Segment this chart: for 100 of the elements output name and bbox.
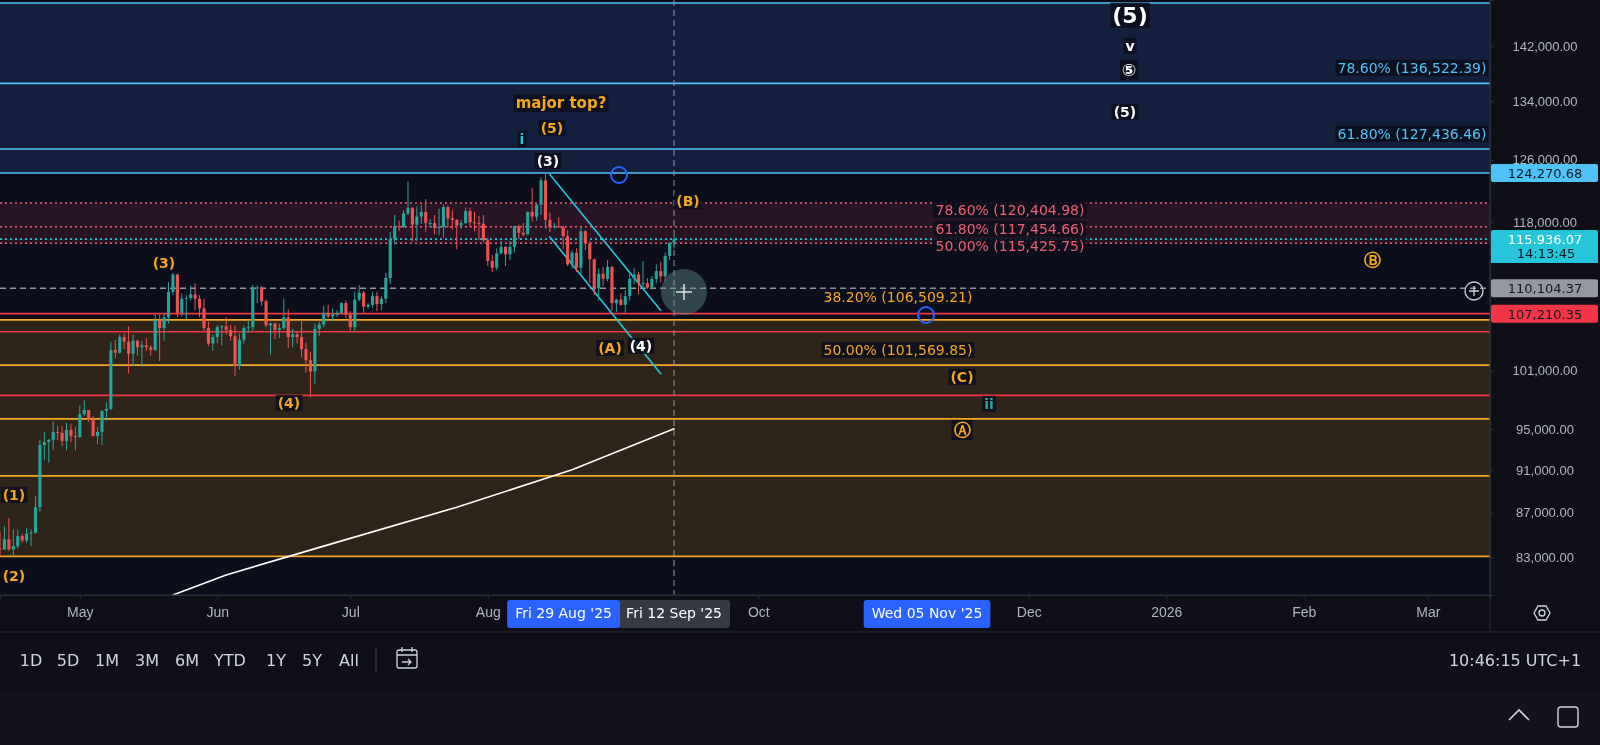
annotation: 61.80% (127,436.46) bbox=[1337, 125, 1487, 142]
annotation: (5) bbox=[1113, 103, 1137, 120]
candlestick bbox=[508, 240, 512, 261]
candlestick bbox=[601, 266, 605, 287]
candlestick bbox=[322, 305, 326, 328]
annotation: 78.60% (136,522.39) bbox=[1337, 59, 1487, 76]
candlestick bbox=[397, 220, 401, 232]
candlestick bbox=[118, 333, 122, 355]
candlestick bbox=[184, 294, 188, 320]
candlestick bbox=[131, 333, 135, 367]
candlestick bbox=[206, 321, 210, 347]
annotation: i bbox=[519, 130, 525, 147]
candlestick bbox=[273, 322, 277, 340]
y-tick-label: 101,000.00 bbox=[1512, 363, 1578, 379]
annotation: ⑤ bbox=[1121, 59, 1137, 80]
candlestick bbox=[605, 259, 610, 282]
candlestick bbox=[69, 423, 73, 443]
candlestick bbox=[73, 426, 77, 451]
annotation: 38.20% (106,509.21) bbox=[823, 288, 973, 305]
candlestick bbox=[308, 351, 312, 398]
candlestick bbox=[446, 204, 450, 229]
ref-line-label: 110,104.37 bbox=[1507, 281, 1583, 297]
candlestick bbox=[64, 422, 69, 451]
x-tick-label: Feb bbox=[1292, 604, 1317, 621]
candlestick bbox=[211, 333, 215, 352]
ref-line-label: 115,936.07 bbox=[1507, 232, 1583, 248]
candlestick bbox=[659, 261, 663, 283]
annotation: (2) bbox=[2, 567, 26, 584]
annotation: (C) bbox=[950, 368, 974, 385]
y-tick-label: 118,000.00 bbox=[1512, 214, 1578, 230]
text: 1M bbox=[95, 651, 119, 670]
candlestick bbox=[180, 293, 184, 317]
text: 10:46:15 UTC+1 bbox=[1448, 651, 1582, 670]
text: YTD bbox=[213, 651, 246, 670]
candlestick bbox=[530, 187, 534, 222]
ref-line-label: 107,210.35 bbox=[1507, 306, 1583, 322]
candlestick bbox=[512, 225, 516, 254]
ref-line-label: Fri 12 Sep '25 bbox=[626, 605, 722, 621]
text: 14:13:45 bbox=[1516, 246, 1576, 261]
annotation: Ⓐ bbox=[953, 419, 971, 440]
candlestick bbox=[623, 289, 627, 314]
x-tick-label: Aug bbox=[475, 604, 501, 621]
candlestick bbox=[450, 209, 454, 231]
annotation: (4) bbox=[277, 394, 301, 411]
text: Fri 29 Aug '25 bbox=[515, 605, 612, 621]
candlestick bbox=[104, 401, 108, 422]
candlestick bbox=[557, 216, 561, 229]
annotation: 50.00% (101,569.85) bbox=[823, 341, 973, 358]
candlestick bbox=[11, 528, 15, 557]
candlestick bbox=[158, 314, 162, 362]
annotation: (1) bbox=[2, 486, 26, 503]
text: 5D bbox=[56, 651, 80, 670]
candlestick bbox=[428, 218, 432, 229]
candlestick bbox=[264, 299, 268, 328]
candlestick bbox=[424, 198, 428, 233]
candlestick bbox=[477, 215, 481, 241]
candlestick bbox=[574, 247, 579, 273]
candlestick bbox=[78, 404, 82, 439]
candlestick bbox=[29, 528, 33, 547]
candlestick bbox=[481, 214, 485, 244]
candlestick bbox=[441, 204, 445, 239]
candlestick bbox=[468, 207, 472, 228]
candlestick bbox=[100, 409, 104, 446]
x-tick-label: Dec bbox=[1016, 604, 1042, 621]
candlestick bbox=[304, 342, 308, 373]
text: 5Y bbox=[302, 651, 323, 670]
candlestick bbox=[335, 309, 339, 318]
candlestick bbox=[286, 308, 290, 349]
candlestick bbox=[503, 245, 508, 267]
annotation: ii bbox=[984, 395, 994, 412]
candlestick bbox=[437, 208, 441, 236]
candlestick bbox=[663, 252, 667, 282]
candlestick bbox=[348, 310, 352, 332]
annotation: major top? bbox=[515, 94, 607, 113]
candlestick bbox=[113, 339, 117, 359]
text: 1D bbox=[19, 651, 43, 670]
candlestick bbox=[60, 425, 64, 447]
text: 6M bbox=[175, 651, 199, 670]
candlestick bbox=[561, 225, 565, 250]
candlestick bbox=[433, 214, 437, 235]
candlestick bbox=[91, 415, 95, 438]
candlestick bbox=[393, 214, 397, 245]
candlestick bbox=[127, 325, 131, 374]
x-tick-label: 2026 bbox=[1151, 604, 1183, 621]
candlestick bbox=[193, 282, 197, 311]
annotation: (4) bbox=[629, 337, 653, 354]
candlestick bbox=[42, 431, 46, 461]
candlestick bbox=[548, 212, 552, 233]
candlestick bbox=[472, 211, 477, 232]
annotation: 50.00% (115,425.75) bbox=[935, 237, 1085, 254]
annotation: 61.80% (117,454.66) bbox=[935, 220, 1085, 237]
annotation: (3) bbox=[536, 152, 560, 169]
x-tick-label: Oct bbox=[747, 604, 770, 621]
annotation: (5) bbox=[1112, 2, 1148, 28]
candlestick bbox=[495, 247, 499, 271]
candlestick bbox=[486, 237, 490, 267]
candlestick bbox=[597, 268, 601, 301]
y-tick-label: 95,000.00 bbox=[1516, 421, 1574, 437]
candlestick bbox=[628, 273, 632, 301]
candlestick bbox=[415, 205, 419, 242]
